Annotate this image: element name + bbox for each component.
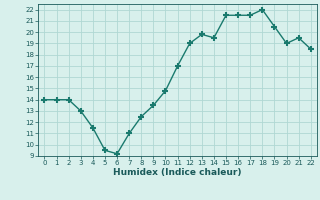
X-axis label: Humidex (Indice chaleur): Humidex (Indice chaleur) xyxy=(113,168,242,177)
